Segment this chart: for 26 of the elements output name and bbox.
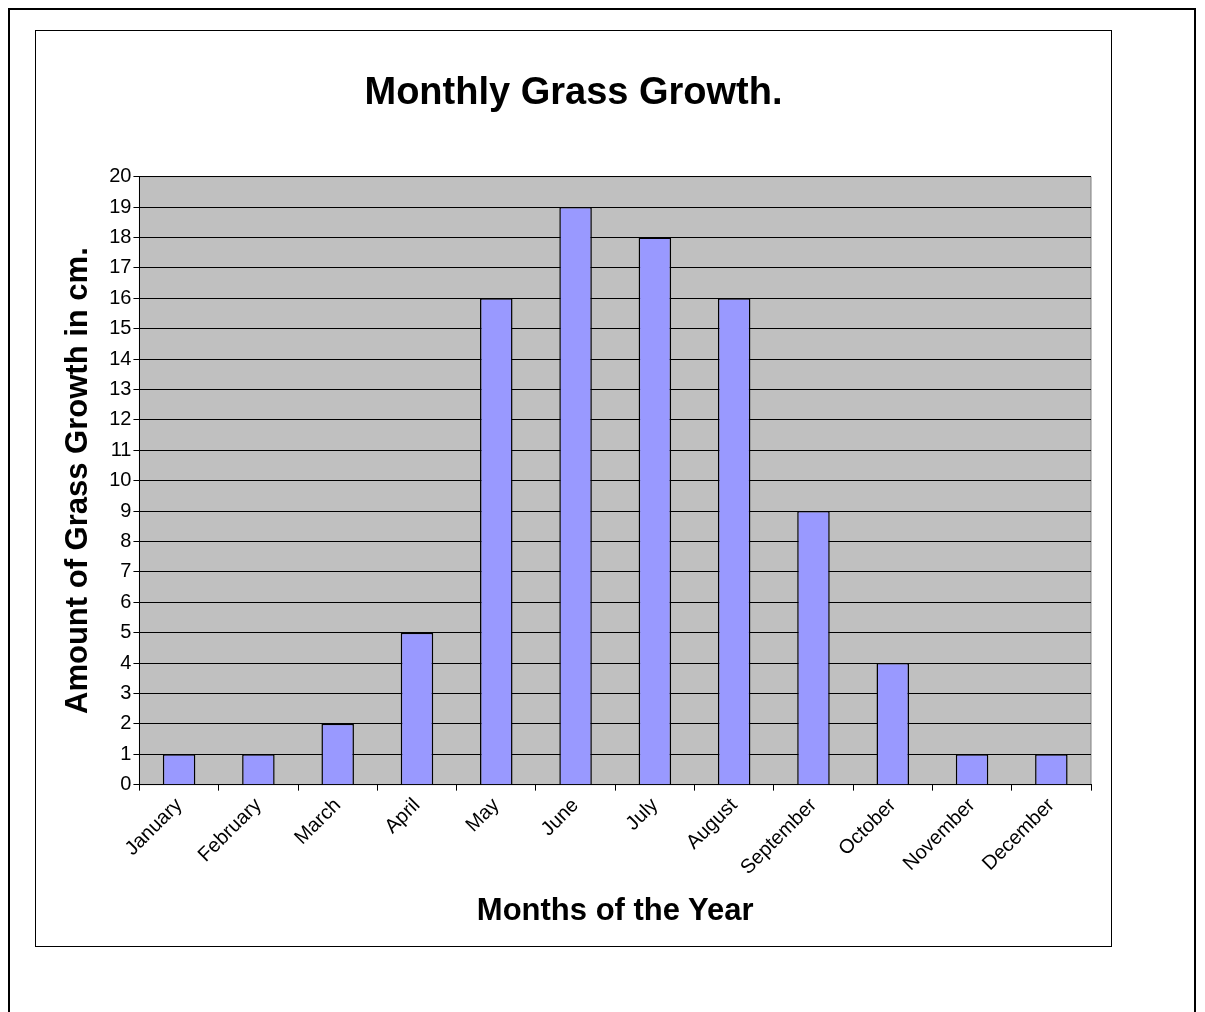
y-tick-label: 4 xyxy=(120,650,132,673)
y-tick-label: 3 xyxy=(120,680,132,703)
y-axis-title: Amount of Grass Growth in cm. xyxy=(59,247,95,715)
y-tick-label: 11 xyxy=(110,437,132,460)
y-tick-label: 10 xyxy=(109,468,132,491)
y-tick-label: 8 xyxy=(120,528,132,551)
y-tick-label: 9 xyxy=(120,498,132,521)
x-tick-label: May xyxy=(460,793,504,836)
y-tick-label: 0 xyxy=(120,772,132,795)
y-tick-label: 18 xyxy=(109,224,132,247)
y-tick-label: 6 xyxy=(120,589,132,612)
x-tick-label: July xyxy=(620,793,662,835)
x-tick-label: June xyxy=(536,793,583,840)
y-tick-label: 7 xyxy=(120,559,132,582)
y-tick-label: 16 xyxy=(109,285,132,308)
y-tick-label: 19 xyxy=(109,194,132,217)
y-tick-label: 1 xyxy=(120,741,132,764)
chart-title: Monthly Grass Growth. xyxy=(364,70,783,113)
y-tick-label: 5 xyxy=(120,620,132,643)
y-tick-label: 17 xyxy=(109,255,132,278)
y-tick-label: 12 xyxy=(109,407,132,430)
y-tick-label: 2 xyxy=(120,711,132,734)
y-tick-label: 14 xyxy=(109,346,132,369)
y-tick-label: 15 xyxy=(109,316,132,339)
y-tick-label: 13 xyxy=(109,376,132,399)
y-tick-label: 20 xyxy=(109,164,132,187)
